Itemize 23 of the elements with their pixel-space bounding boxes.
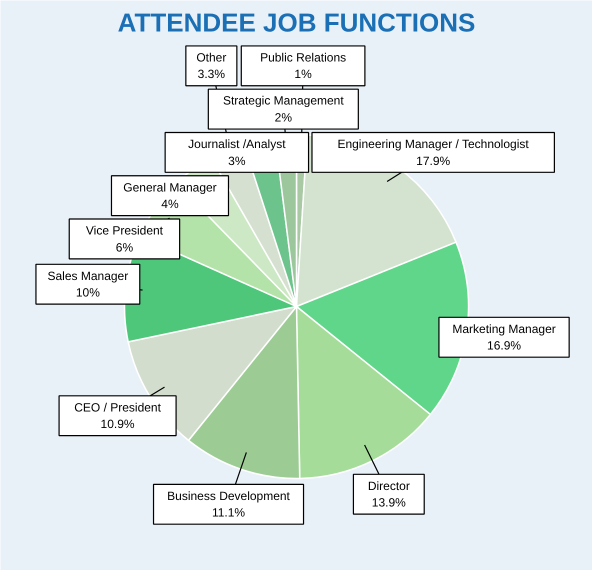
- data-label: 10.9%: [100, 417, 135, 432]
- data-label: 4%: [161, 197, 179, 212]
- slice-label: Engineering Manager / Technologist: [337, 137, 530, 152]
- data-label: 11.1%: [212, 506, 246, 520]
- slice-label: Strategic Management: [222, 94, 344, 108]
- slice-label: Public Relations: [260, 50, 346, 64]
- data-label: 10%: [76, 286, 100, 300]
- data-label: 17.9%: [416, 154, 451, 168]
- slice-label: General Manager: [123, 180, 217, 194]
- data-label: 6%: [116, 240, 134, 254]
- slice-label: Other: [196, 50, 226, 64]
- slice-label: CEO / President: [74, 400, 162, 414]
- data-label: 2%: [274, 110, 292, 125]
- slice-label: Marketing Manager: [452, 322, 556, 336]
- data-label: 13.9%: [372, 496, 406, 510]
- chart-title: ATTENDEE JOB FUNCTIONS: [118, 8, 476, 38]
- data-label: 16.9%: [487, 338, 522, 353]
- slice-label: Vice President: [86, 224, 164, 238]
- data-label: 1%: [294, 67, 312, 82]
- slice-label: Director: [368, 478, 410, 493]
- slice-label: Journalist /Analyst: [188, 137, 286, 152]
- slice-label: Business Development: [167, 488, 291, 503]
- slice-label: Sales Manager: [48, 268, 128, 283]
